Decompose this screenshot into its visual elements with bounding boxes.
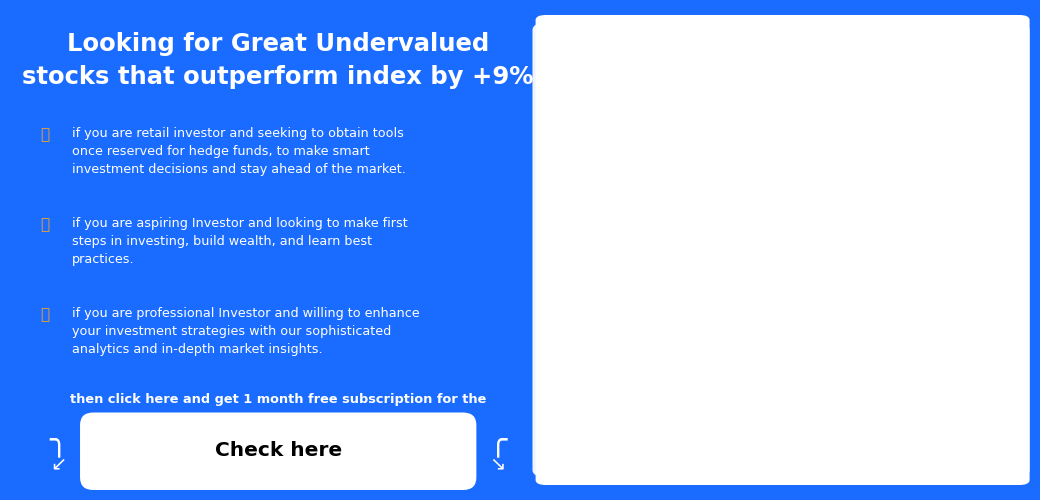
Text: Check here: Check here xyxy=(214,442,342,460)
Text: if you are aspiring Investor and looking to make first
steps in investing, build: if you are aspiring Investor and looking… xyxy=(72,218,408,266)
Text: ↘: ↘ xyxy=(490,454,506,473)
Text: 209.9%: 209.9% xyxy=(983,170,1022,179)
Text: Value Sense Great & Undervalued index vs S&P500: Value Sense Great & Undervalued index vs… xyxy=(570,40,995,56)
Text: 👉: 👉 xyxy=(41,218,50,232)
Legend: Great & Undervalued Index, S&P500: Great & Undervalued Index, S&P500 xyxy=(632,452,907,471)
Text: if you are retail investor and seeking to obtain tools
once reserved for hedge f: if you are retail investor and seeking t… xyxy=(72,128,406,176)
Text: 83.2%: 83.2% xyxy=(983,276,1016,285)
Text: ↙: ↙ xyxy=(50,454,67,473)
Text: ╮: ╮ xyxy=(50,428,68,457)
Text: stocks that outperform index by +9%: stocks that outperform index by +9% xyxy=(23,65,534,89)
Text: ╭: ╭ xyxy=(489,428,506,457)
Text: if you are professional Investor and willing to enhance
your investment strategi: if you are professional Investor and wil… xyxy=(72,308,419,356)
Text: 👉: 👉 xyxy=(41,128,50,142)
FancyBboxPatch shape xyxy=(80,412,476,490)
Text: then click here and get 1 month free subscription for the: then click here and get 1 month free sub… xyxy=(70,392,487,406)
Text: Cumulative returns (Jan 1, 2019 - May 15, 2024): Cumulative returns (Jan 1, 2019 - May 15… xyxy=(648,68,917,78)
Text: 👉: 👉 xyxy=(41,308,50,322)
Text: Looking for Great Undervalued: Looking for Great Undervalued xyxy=(67,32,490,56)
Text: next-gen  analytics engine for smart stock analysis: next-gen analytics engine for smart stoc… xyxy=(92,418,465,430)
